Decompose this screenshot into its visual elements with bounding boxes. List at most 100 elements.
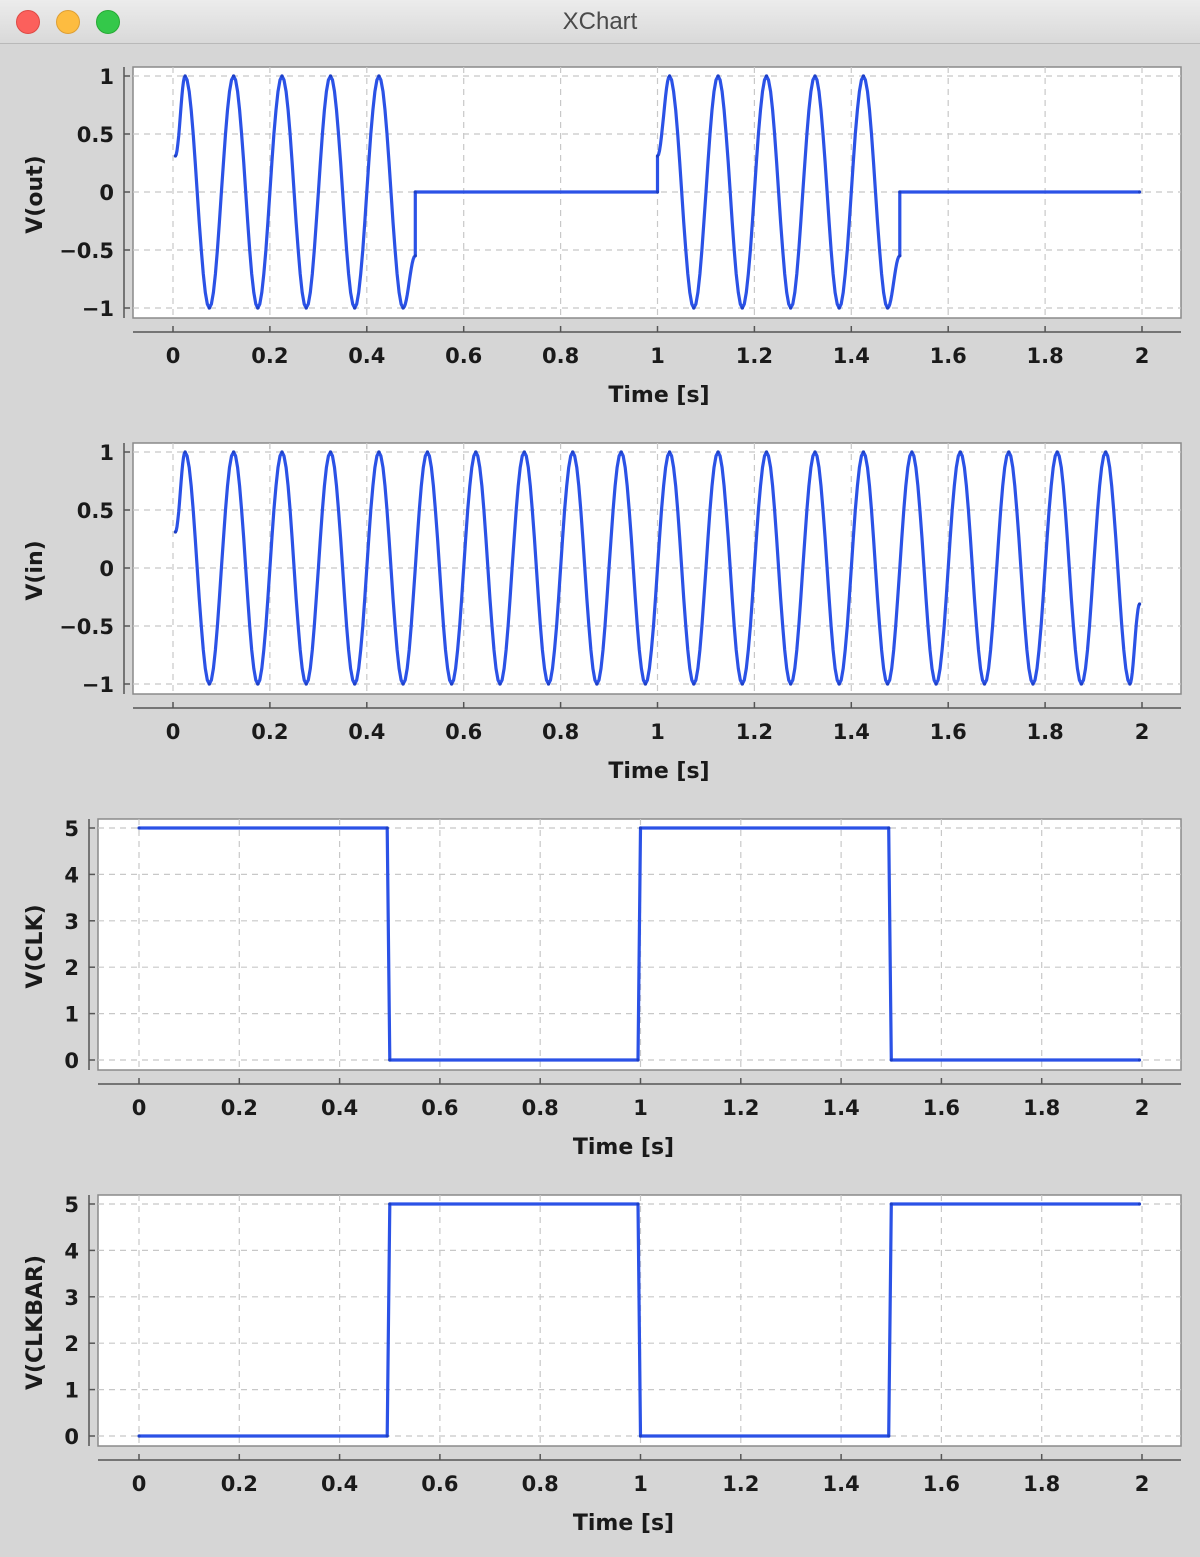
x-tick-label: 1.8	[1023, 1096, 1060, 1120]
data-point	[898, 190, 902, 194]
y-tick-label: 3	[64, 1286, 79, 1310]
close-button[interactable]	[16, 10, 40, 34]
data-point	[958, 450, 962, 454]
y-tick-label: 1	[64, 1379, 79, 1403]
x-tick-label: 0.6	[421, 1472, 458, 1496]
y-tick-label: 4	[64, 1239, 79, 1263]
y-tick-label: 1	[64, 1003, 79, 1027]
data-point	[1055, 450, 1059, 454]
x-tick-label: 0.4	[321, 1472, 358, 1496]
data-point	[638, 1434, 643, 1438]
data-point	[595, 682, 599, 686]
data-point	[1128, 682, 1132, 686]
x-tick-label: 0.6	[421, 1096, 458, 1120]
x-axis-title: Time [s]	[573, 1135, 674, 1160]
series-line-1	[139, 826, 1140, 1062]
x-tick-label: 2	[1135, 720, 1150, 744]
y-tick-label: 0	[99, 557, 114, 581]
x-tick-label: 1.2	[736, 344, 773, 368]
series-line-1	[174, 74, 1140, 310]
data-point	[1104, 450, 1108, 454]
x-tick-label: 1.4	[822, 1472, 859, 1496]
chart-stack: 0 0.2 0.4 0.6 0.8 1 1.2 1.4 1.6 1.8 2 −1 −0.5 0 0.5 1 Ti…	[0, 45, 1200, 1557]
data-point	[137, 826, 141, 830]
data-point	[450, 682, 454, 686]
minimize-button[interactable]	[56, 10, 80, 34]
data-point	[328, 74, 333, 78]
x-tick-label: 0.2	[251, 720, 288, 744]
x-tick-label: 1.6	[923, 1096, 960, 1120]
x-tick-label: 0	[166, 344, 181, 368]
x-tick-label: 1	[650, 344, 665, 368]
x-tick-label: 2	[1135, 344, 1150, 368]
x-tick-label: 0.4	[348, 720, 385, 744]
data-point	[1138, 602, 1142, 606]
data-point	[692, 682, 696, 686]
x-axis-title: Time [s]	[608, 383, 709, 408]
x-tick-label: 0.8	[522, 1096, 559, 1120]
y-tick-label: −1	[82, 297, 114, 321]
data-point	[183, 74, 187, 78]
x-tick-label: 1.4	[833, 720, 870, 744]
x-tick-label: 1.6	[930, 344, 967, 368]
data-point	[655, 190, 660, 194]
data-point	[304, 306, 308, 310]
x-tick-label: 0.2	[221, 1472, 258, 1496]
data-point	[668, 450, 672, 454]
data-point	[328, 450, 333, 454]
data-point	[256, 682, 260, 686]
x-tick-label: 2	[1135, 1472, 1150, 1496]
x-tick-label: 1.2	[722, 1472, 759, 1496]
x-tick-label: 0.6	[445, 720, 482, 744]
x-tick-label: 1.4	[833, 344, 870, 368]
x-tick-label: 0.8	[542, 720, 579, 744]
x-tick-label: 1.2	[722, 1096, 759, 1120]
data-point	[571, 450, 575, 454]
x-tick-label: 2	[1135, 1096, 1150, 1120]
maximize-button[interactable]	[96, 10, 120, 34]
x-tick-label: 1.4	[822, 1096, 859, 1120]
data-point	[522, 450, 526, 454]
data-point	[280, 74, 284, 78]
data-point	[813, 74, 817, 78]
x-tick-label: 1	[633, 1472, 648, 1496]
x-tick-label: 0.4	[348, 344, 385, 368]
data-point	[425, 450, 429, 454]
data-point	[1137, 1058, 1142, 1062]
x-axis-title: Time [s]	[573, 1511, 674, 1536]
x-tick-label: 0.2	[221, 1096, 258, 1120]
chart-panel-1: 0 0.2 0.4 0.6 0.8 1 1.2 1.4 1.6 1.8 2 −1 −0.5 0 0.5 1 Ti…	[23, 65, 1182, 408]
y-tick-label: 0	[64, 1425, 79, 1449]
y-tick-label: 5	[64, 1193, 79, 1217]
data-point	[401, 682, 405, 686]
data-point	[1007, 450, 1011, 454]
y-tick-label: 0.5	[77, 123, 114, 147]
data-point	[789, 682, 793, 686]
x-tick-label: 1.8	[1026, 720, 1063, 744]
data-point	[137, 1434, 141, 1438]
data-point	[1031, 682, 1035, 686]
data-point	[232, 74, 236, 78]
data-point	[546, 682, 551, 686]
data-point	[764, 450, 769, 454]
y-tick-label: 3	[64, 910, 79, 934]
y-tick-label: 4	[64, 863, 79, 887]
data-point	[377, 450, 381, 454]
data-point	[173, 154, 177, 158]
y-tick-label: 2	[64, 1332, 79, 1356]
data-point	[837, 306, 841, 310]
data-point	[886, 306, 890, 310]
data-point	[173, 530, 177, 534]
data-point	[910, 450, 914, 454]
x-tick-label: 1.2	[736, 720, 773, 744]
y-axis-title: V(CLKBAR)	[23, 1255, 48, 1390]
data-point	[388, 1058, 392, 1062]
data-point	[207, 682, 211, 686]
x-tick-label: 0	[132, 1472, 147, 1496]
data-point	[353, 306, 357, 310]
data-point	[280, 450, 284, 454]
data-point	[207, 306, 211, 310]
y-axis-title: V(out)	[23, 155, 48, 233]
data-point	[740, 682, 744, 686]
